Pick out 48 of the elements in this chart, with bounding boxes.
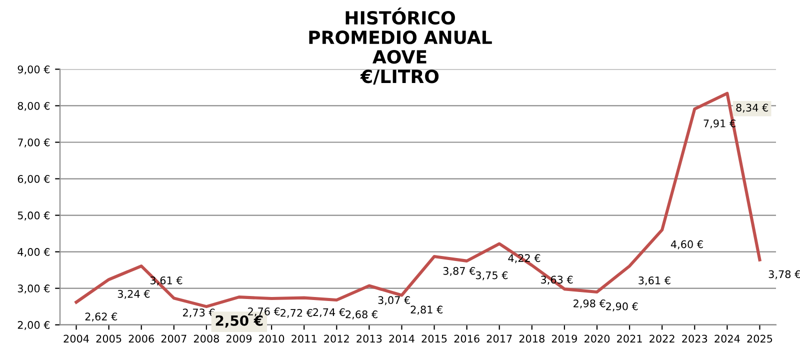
- x-tick-label: 2012: [324, 334, 349, 343]
- x-tick-label: 2009: [226, 334, 252, 343]
- data-label: 2,90 €: [606, 302, 638, 312]
- data-label: 4,60 €: [670, 240, 703, 250]
- x-tick-label: 2025: [747, 334, 772, 343]
- x-tick-label: 2008: [194, 334, 219, 343]
- y-tick-label: 4,00 €: [18, 248, 50, 257]
- x-tick-label: 2015: [422, 334, 447, 343]
- x-tick-label: 2014: [389, 334, 414, 343]
- x-tick-label: 2024: [714, 334, 740, 343]
- x-tick-label: 2013: [356, 334, 382, 343]
- x-tick-label: 2004: [64, 334, 89, 343]
- data-label: 8,34 €: [736, 104, 768, 113]
- data-label: 2,62 €: [85, 312, 118, 322]
- y-tick-label: 9,00 €: [18, 65, 50, 74]
- x-tick-label: 2020: [584, 334, 610, 343]
- y-tick-label: 8,00 €: [18, 102, 50, 111]
- data-label: 2,50 €: [216, 315, 263, 328]
- data-label: 3,87 €: [443, 266, 476, 276]
- data-label: 3,07 €: [378, 296, 410, 306]
- x-tick-label: 2016: [454, 334, 480, 343]
- data-label: 2,76 €: [248, 307, 280, 316]
- y-tick-label: 5,00 €: [18, 212, 50, 220]
- y-tick-label: 2,00 €: [18, 321, 50, 330]
- x-tick-label: 2021: [617, 334, 642, 343]
- x-tick-label: 2005: [96, 334, 122, 343]
- x-tick-label: 2011: [292, 334, 316, 343]
- x-tick-label: 2006: [128, 334, 154, 343]
- data-label: 2,72 €: [280, 308, 312, 318]
- x-tick-label: 2017: [486, 334, 512, 343]
- x-tick-label: 2022: [650, 334, 674, 343]
- data-label: 7,91 €: [704, 119, 736, 128]
- y-tick-label: 3,00 €: [18, 284, 50, 294]
- x-tick-label: 2010: [259, 334, 284, 343]
- data-label: 2,81 €: [410, 306, 442, 315]
- chart-title: HISTÓRICO PROMEDIO ANUAL AOVE €/LITRO: [309, 8, 492, 85]
- x-tick-label: 2007: [161, 334, 186, 343]
- data-label: 2,74 €: [313, 308, 345, 318]
- x-tick-label: 2023: [682, 334, 708, 343]
- data-label: 3,61 €: [638, 276, 670, 286]
- y-tick-label: 6,00 €: [18, 174, 50, 184]
- x-tick-label: 2018: [519, 334, 544, 343]
- y-tick-label: 7,00 €: [18, 138, 50, 148]
- x-tick-label: 2019: [552, 334, 577, 343]
- data-label: 3,75 €: [476, 271, 508, 280]
- data-label: 3,24 €: [118, 290, 150, 299]
- data-label: 2,68 €: [346, 310, 378, 320]
- data-label: 2,98 €: [574, 299, 606, 308]
